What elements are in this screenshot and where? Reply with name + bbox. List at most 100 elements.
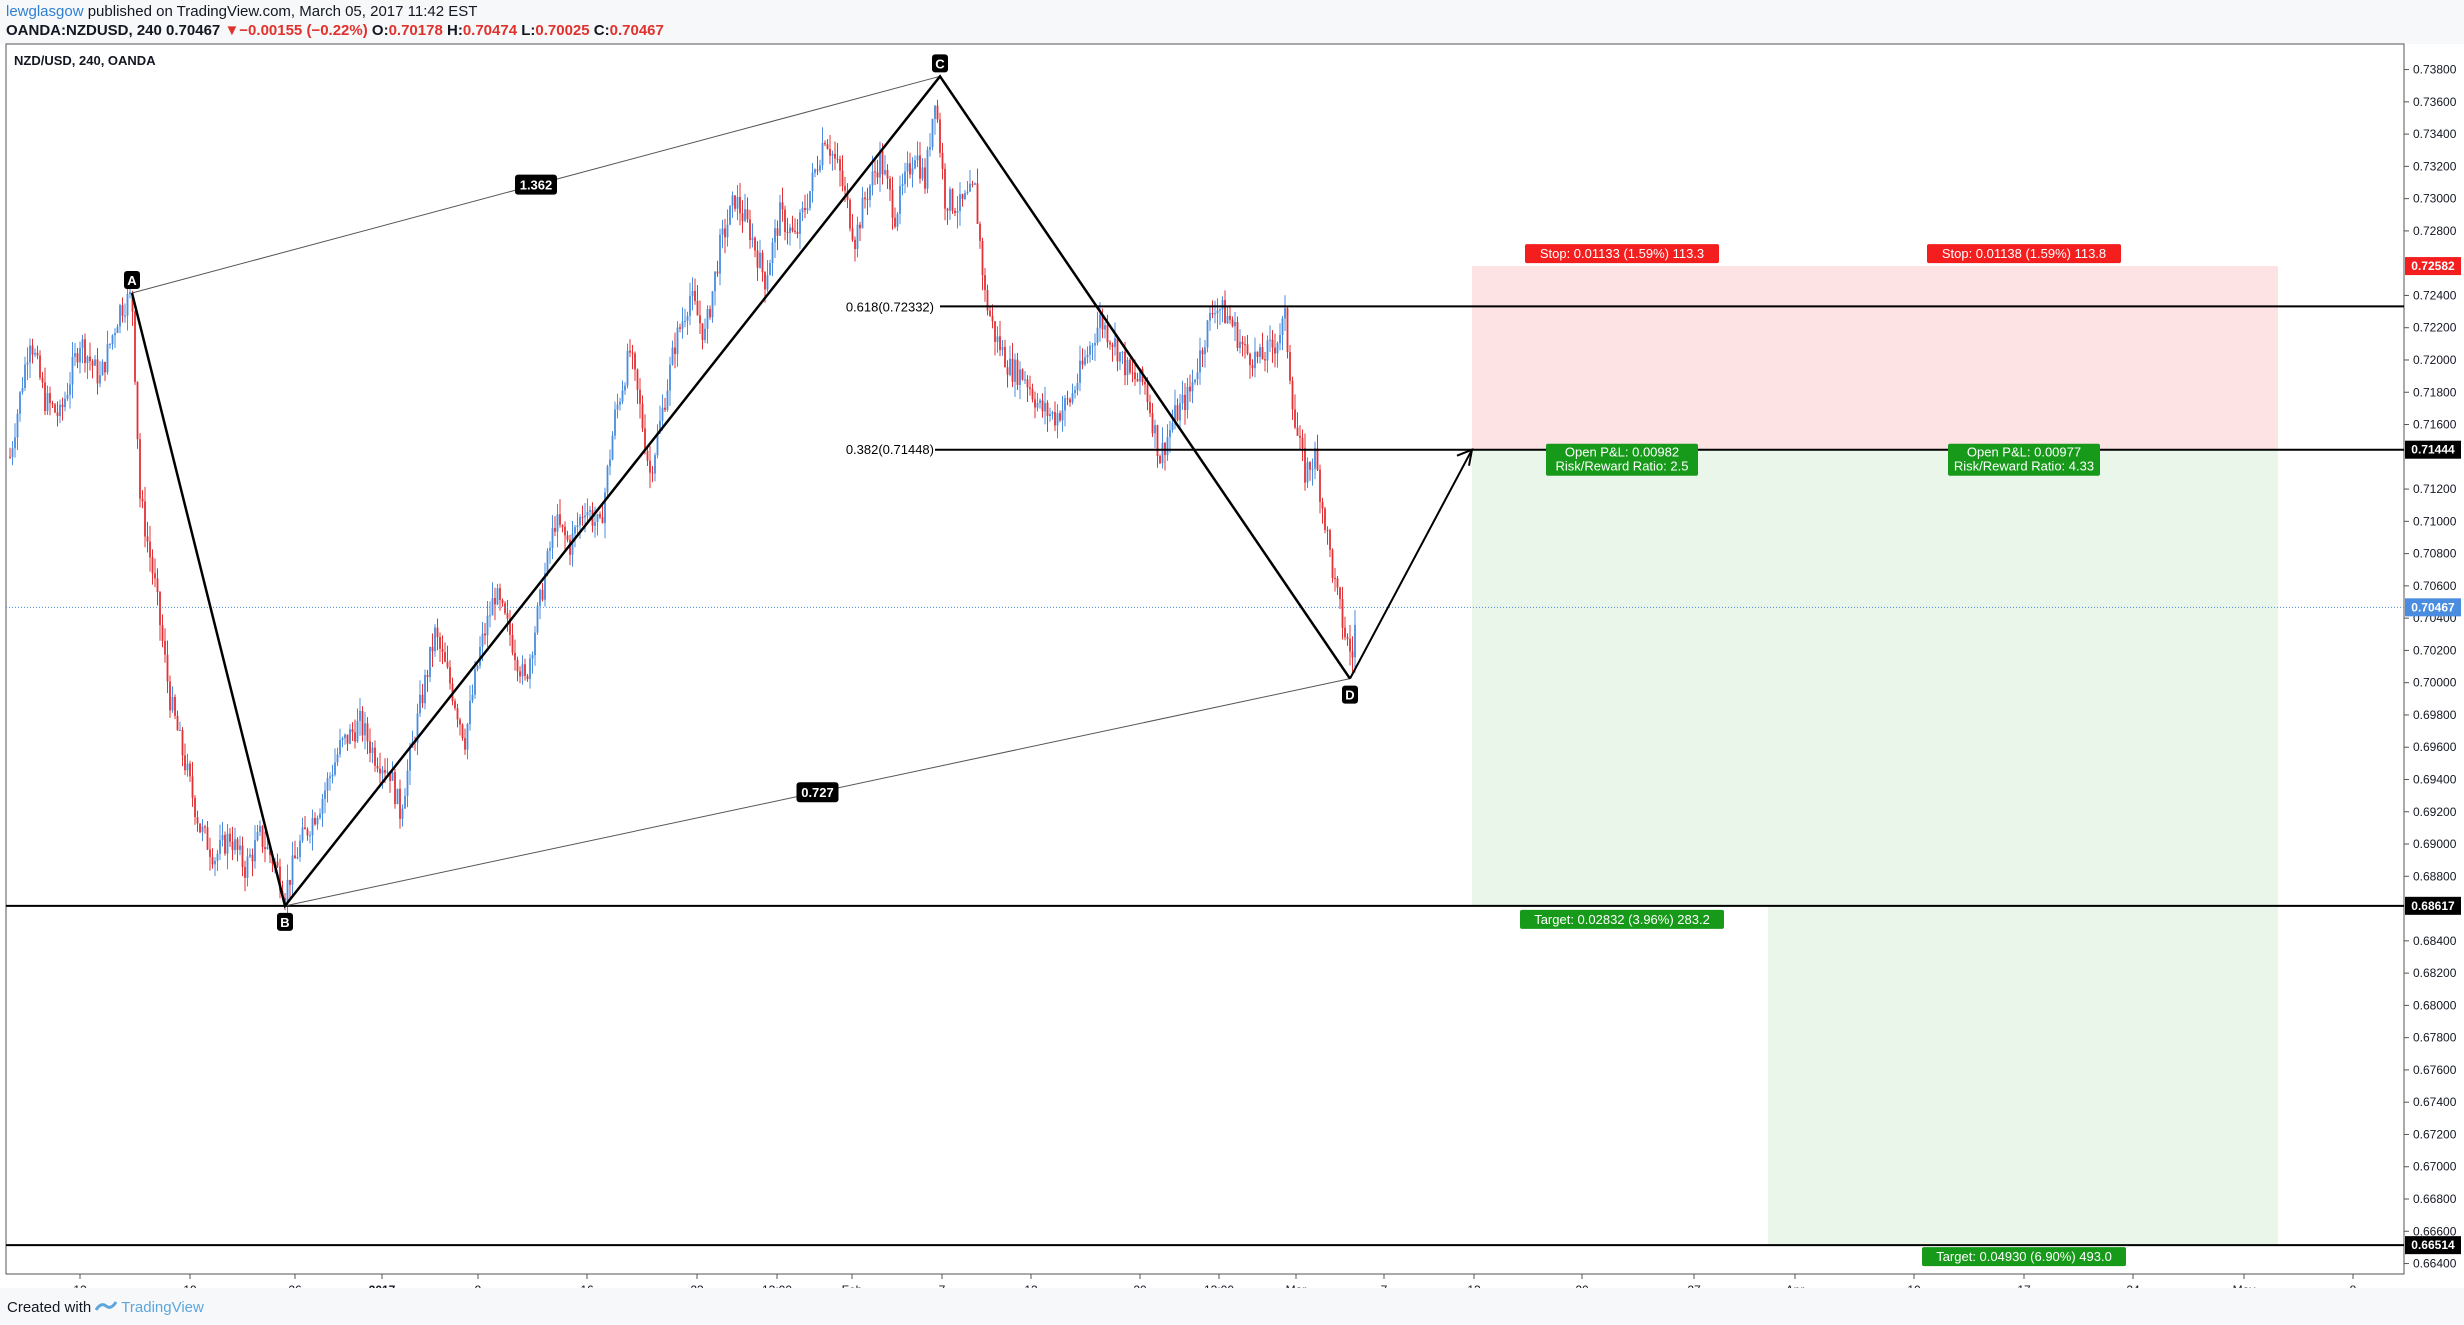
candle-body	[1161, 442, 1164, 464]
candle-body	[641, 403, 644, 429]
candle-body	[1019, 369, 1021, 385]
candle-body	[159, 592, 161, 626]
candle-body	[789, 227, 791, 233]
candle-body	[594, 522, 596, 526]
candle-body	[424, 675, 426, 704]
candle-body	[1076, 382, 1079, 391]
candle-body	[896, 213, 899, 227]
candle-body	[721, 228, 724, 235]
candle-body	[1334, 577, 1336, 579]
candle-body	[314, 817, 316, 825]
candle-body	[206, 827, 209, 850]
tradingview-link[interactable]: TradingView	[121, 1299, 204, 1316]
candle-body	[151, 557, 154, 574]
candle-body	[689, 296, 691, 316]
candle-body	[186, 763, 189, 771]
candle-body	[51, 403, 54, 405]
candle-body	[16, 413, 19, 438]
candle-body	[126, 294, 129, 316]
candle-body	[999, 336, 1001, 351]
candle-body	[991, 315, 994, 322]
candle-body	[229, 833, 231, 842]
candle-body	[211, 856, 214, 865]
point-label: C	[935, 56, 945, 71]
candle-body	[849, 199, 851, 229]
point-label: B	[280, 915, 289, 930]
point-label-box	[277, 912, 293, 931]
candle-body	[861, 197, 864, 229]
y-tick-label: 0.68000	[2413, 998, 2457, 1012]
candle-body	[1264, 359, 1266, 361]
candle-body	[1009, 358, 1011, 375]
price-tag-box	[2405, 598, 2461, 617]
candle-body	[1196, 372, 1199, 380]
y-tick-label: 0.67800	[2413, 1031, 2457, 1045]
candle-body	[931, 118, 934, 148]
y-tick-label: 0.73000	[2413, 192, 2457, 206]
price-tag-box	[2405, 1236, 2461, 1255]
candle-body	[49, 393, 51, 404]
candle-body	[26, 362, 29, 365]
y-tick-label: 0.72000	[2413, 353, 2457, 367]
point-label: D	[1345, 688, 1354, 703]
price-tag-label: 0.71444	[2411, 443, 2455, 457]
candle-body	[1276, 343, 1279, 354]
candle-body	[1154, 425, 1156, 434]
candle-body	[1106, 325, 1109, 343]
candle-body	[1299, 435, 1301, 438]
fib-level-label: 0.618(0.72332)	[846, 299, 934, 314]
candle-body	[954, 210, 956, 214]
candle-body	[344, 734, 346, 739]
candle-body	[859, 224, 861, 229]
target-label: Target: 0.04930 (6.90%) 493.0	[1936, 1249, 2112, 1264]
y-tick-label: 0.73600	[2413, 95, 2457, 109]
candle-body	[219, 839, 221, 854]
price-tag-box	[2405, 896, 2461, 915]
candle-body	[434, 627, 436, 652]
candle-body	[614, 409, 616, 436]
open-value: 0.70178	[388, 22, 443, 39]
candle-body	[866, 199, 869, 201]
candle-body	[834, 153, 836, 159]
candle-body	[889, 178, 891, 190]
candle-body	[549, 547, 551, 551]
candle-body	[584, 515, 586, 518]
author-link[interactable]: lewglasgow	[6, 3, 84, 20]
candle-body	[531, 655, 534, 659]
risk-reward-label: Risk/Reward Ratio: 2.5	[1556, 459, 1689, 474]
candle-body	[1021, 369, 1024, 380]
candle-body	[164, 640, 166, 655]
candle-body	[1006, 367, 1009, 375]
candle-body	[276, 861, 279, 867]
candle-body	[784, 209, 786, 233]
candle-body	[1096, 327, 1099, 343]
candle-body	[609, 459, 611, 467]
candle-body	[536, 605, 539, 633]
candle-body	[944, 168, 946, 209]
candle-body	[631, 352, 634, 354]
candle-body	[129, 291, 131, 295]
stop-label-box	[1927, 244, 2121, 264]
candle-body	[96, 359, 99, 384]
candle-body	[974, 183, 976, 185]
candle-body	[1049, 414, 1051, 416]
candle-body	[444, 652, 446, 662]
candle-body	[1249, 353, 1251, 366]
candle-body	[551, 527, 554, 548]
y-tick-label: 0.73400	[2413, 127, 2457, 141]
candle-body	[879, 150, 881, 178]
candle-body	[116, 326, 119, 334]
candle-body	[1266, 340, 1269, 361]
fib-level-label: 0.382(0.71448)	[846, 442, 934, 457]
stop-label: Stop: 0.01138 (1.59%) 113.8	[1942, 246, 2106, 261]
candle-body	[921, 167, 924, 179]
candle-body	[626, 350, 629, 386]
candle-body	[1186, 386, 1189, 411]
candle-body	[469, 700, 471, 725]
candle-body	[809, 191, 811, 209]
tradingview-logo-icon	[95, 1299, 118, 1316]
candle-body	[699, 315, 701, 324]
candle-body	[1294, 409, 1296, 428]
candle-body	[1046, 402, 1049, 416]
